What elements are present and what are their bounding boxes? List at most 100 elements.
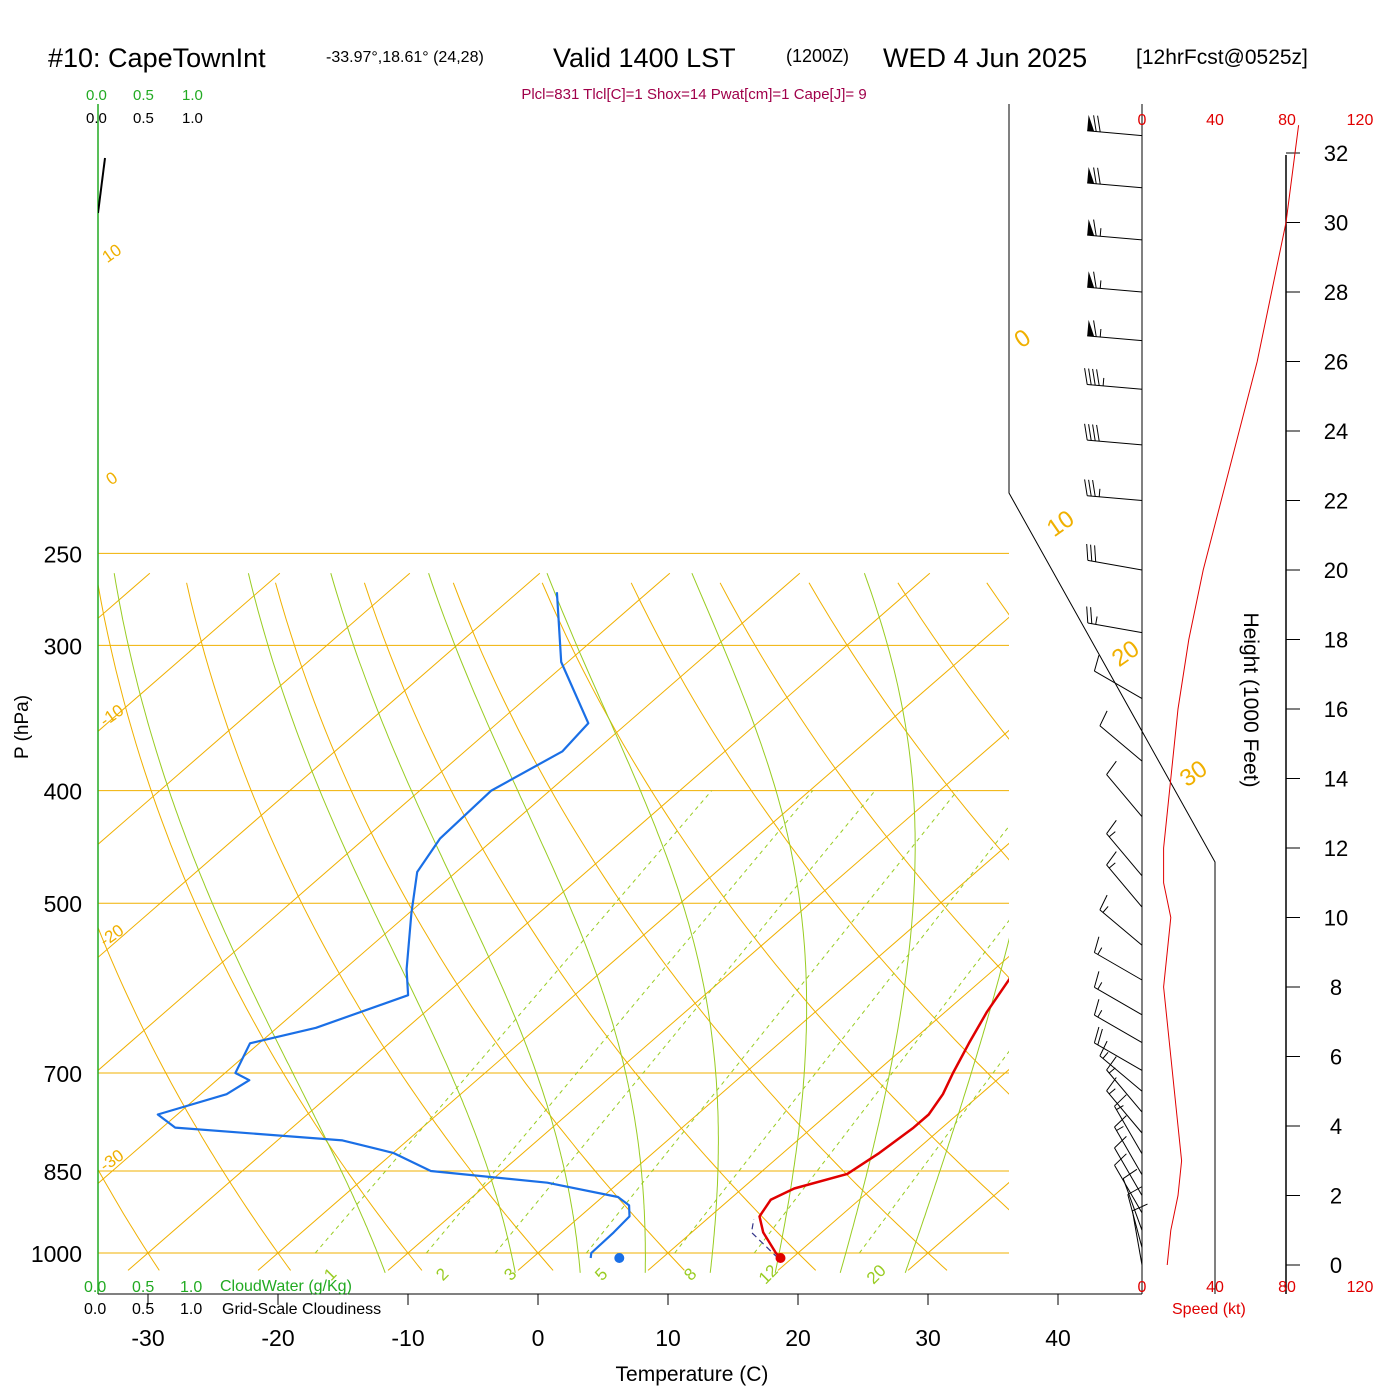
height-tick-label: 20 bbox=[1324, 558, 1348, 583]
mixing-ratio-labels: 1 2 3 5 8 12 20 bbox=[320, 1261, 889, 1288]
mixing-ratio-line bbox=[494, 790, 876, 1254]
dry-adiabat-line bbox=[630, 582, 1009, 1095]
isotherm-line bbox=[98, 572, 541, 959]
height-tick-label: 12 bbox=[1324, 836, 1348, 861]
wind-panel bbox=[1084, 114, 1300, 1266]
height-tick-label: 22 bbox=[1324, 489, 1348, 514]
forecast-info: [12hrFcst@0525z] bbox=[1136, 46, 1308, 69]
cloudwater-label: CloudWater (g/Kg) bbox=[220, 1278, 352, 1295]
pressure-tick-label: 850 bbox=[44, 1159, 82, 1185]
moist-adiabat-line bbox=[904, 937, 1009, 1273]
pressure-tick-label: 700 bbox=[44, 1061, 82, 1087]
isotherm-line bbox=[777, 1068, 1009, 1271]
mixing-ratio-label: 12 bbox=[755, 1261, 782, 1288]
wind-barb bbox=[1087, 167, 1143, 189]
y-axis-title: P (hPa) bbox=[12, 695, 33, 759]
speed-tick-label-top: 80 bbox=[1278, 112, 1296, 129]
wind-barb bbox=[1084, 479, 1143, 501]
cloudiness-label: Grid-Scale Cloudiness bbox=[222, 1301, 381, 1318]
moist-adiabat-line bbox=[428, 573, 646, 1273]
isotherm-line bbox=[127, 572, 931, 1271]
wind-barb bbox=[1127, 1186, 1143, 1248]
wind-barb bbox=[1087, 319, 1143, 342]
dry-adiabat-line bbox=[186, 582, 554, 1271]
temperature-ticks: -30 -20 -10 0 10 20 30 40 bbox=[131, 1294, 1071, 1351]
height-tick-label: 26 bbox=[1324, 350, 1348, 375]
scale-label: 1.0 bbox=[180, 1279, 202, 1296]
scale-label: 0.0 bbox=[84, 1301, 106, 1318]
wind-barb bbox=[1106, 760, 1143, 818]
height-tick-label: 14 bbox=[1324, 767, 1348, 792]
speed-tick-label-top: 120 bbox=[1347, 112, 1374, 129]
temperature-tick-label: 20 bbox=[785, 1325, 811, 1351]
wind-barb bbox=[1084, 423, 1143, 446]
mixing-ratio-line bbox=[858, 1050, 1009, 1254]
wind-barb bbox=[1106, 1056, 1143, 1113]
isotherm-line bbox=[1168, 573, 1400, 1270]
scale-label: 1.0 bbox=[182, 87, 203, 104]
wind-barb bbox=[1099, 710, 1143, 762]
wind-barb bbox=[1087, 114, 1143, 137]
isotherm-label: 0 bbox=[1009, 324, 1035, 354]
wind-barb bbox=[1114, 1136, 1143, 1196]
speed-tick-label-bottom: 40 bbox=[1206, 1279, 1224, 1296]
isotherm-line bbox=[98, 572, 671, 1072]
wind-barb bbox=[1106, 820, 1143, 877]
mixing-ratio-label: 8 bbox=[680, 1264, 700, 1284]
isotherm-line bbox=[0, 573, 20, 1270]
wind-barb bbox=[1114, 1094, 1143, 1155]
pressure-tick-label: 400 bbox=[44, 779, 82, 805]
dry-adiabat-line bbox=[719, 582, 1009, 979]
isotherm-line bbox=[98, 572, 411, 845]
speed-tick-label-bottom: 80 bbox=[1278, 1279, 1296, 1296]
height-tick-label: 18 bbox=[1324, 628, 1348, 653]
surface-temperature-dot bbox=[775, 1253, 786, 1263]
pressure-tick-label: 250 bbox=[44, 541, 82, 567]
dry-adiabat-line bbox=[363, 582, 817, 1271]
wind-barb bbox=[1093, 999, 1143, 1044]
wind-barb bbox=[1099, 1040, 1143, 1092]
moist-adiabat-line bbox=[113, 573, 386, 1273]
wind-barb bbox=[1093, 936, 1143, 981]
isotherm-line bbox=[98, 572, 281, 732]
wind-barb bbox=[1086, 606, 1143, 634]
moist-adiabat-line bbox=[546, 573, 719, 1273]
wind-barb bbox=[1086, 543, 1143, 571]
scale-label: 1.0 bbox=[182, 110, 203, 127]
scale-label: 0.5 bbox=[133, 87, 154, 104]
dry-adiabat-line bbox=[98, 1168, 160, 1271]
moist-adiabat-line bbox=[691, 573, 808, 1273]
x-axis-title: Temperature (C) bbox=[616, 1363, 769, 1386]
surface-markers bbox=[614, 1253, 786, 1263]
mixing-ratio-label: 2 bbox=[432, 1264, 452, 1284]
scale-label: 0.5 bbox=[132, 1301, 154, 1318]
height-tick-label: 0 bbox=[1330, 1253, 1342, 1278]
pressure-tick-label: 500 bbox=[44, 891, 82, 917]
wind-barb bbox=[1114, 1115, 1143, 1175]
wind-barb bbox=[1099, 894, 1143, 946]
height-tick-label: 16 bbox=[1324, 697, 1348, 722]
moist-adiabat-line bbox=[839, 573, 916, 1273]
valid-time: Valid 1400 LST bbox=[553, 43, 736, 73]
isotherm-line bbox=[387, 729, 1009, 1271]
isotherm-line bbox=[98, 572, 801, 1185]
wind-barb bbox=[1093, 971, 1143, 1016]
mixing-ratio-line bbox=[314, 790, 713, 1254]
wind-barb bbox=[1084, 368, 1143, 390]
wind-barb bbox=[1093, 655, 1143, 700]
scale-label: 0.5 bbox=[133, 110, 154, 127]
height-tick-label: 4 bbox=[1330, 1114, 1342, 1139]
moist-adiabat-line bbox=[247, 573, 516, 1273]
temperature-tick-label: 0 bbox=[532, 1325, 545, 1351]
mixing-ratio-line bbox=[753, 919, 1009, 1254]
isotherm-line bbox=[517, 842, 1009, 1271]
station-coords: -33.97°,18.61° (24,28) bbox=[326, 49, 484, 66]
speed-tick-label-bottom: 120 bbox=[1347, 1279, 1374, 1296]
wind-barb bbox=[1106, 851, 1143, 908]
wind-barb bbox=[1087, 271, 1143, 293]
temperature-tick-label: -30 bbox=[131, 1325, 164, 1351]
speed-axis-title: Speed (kt) bbox=[1172, 1301, 1246, 1318]
